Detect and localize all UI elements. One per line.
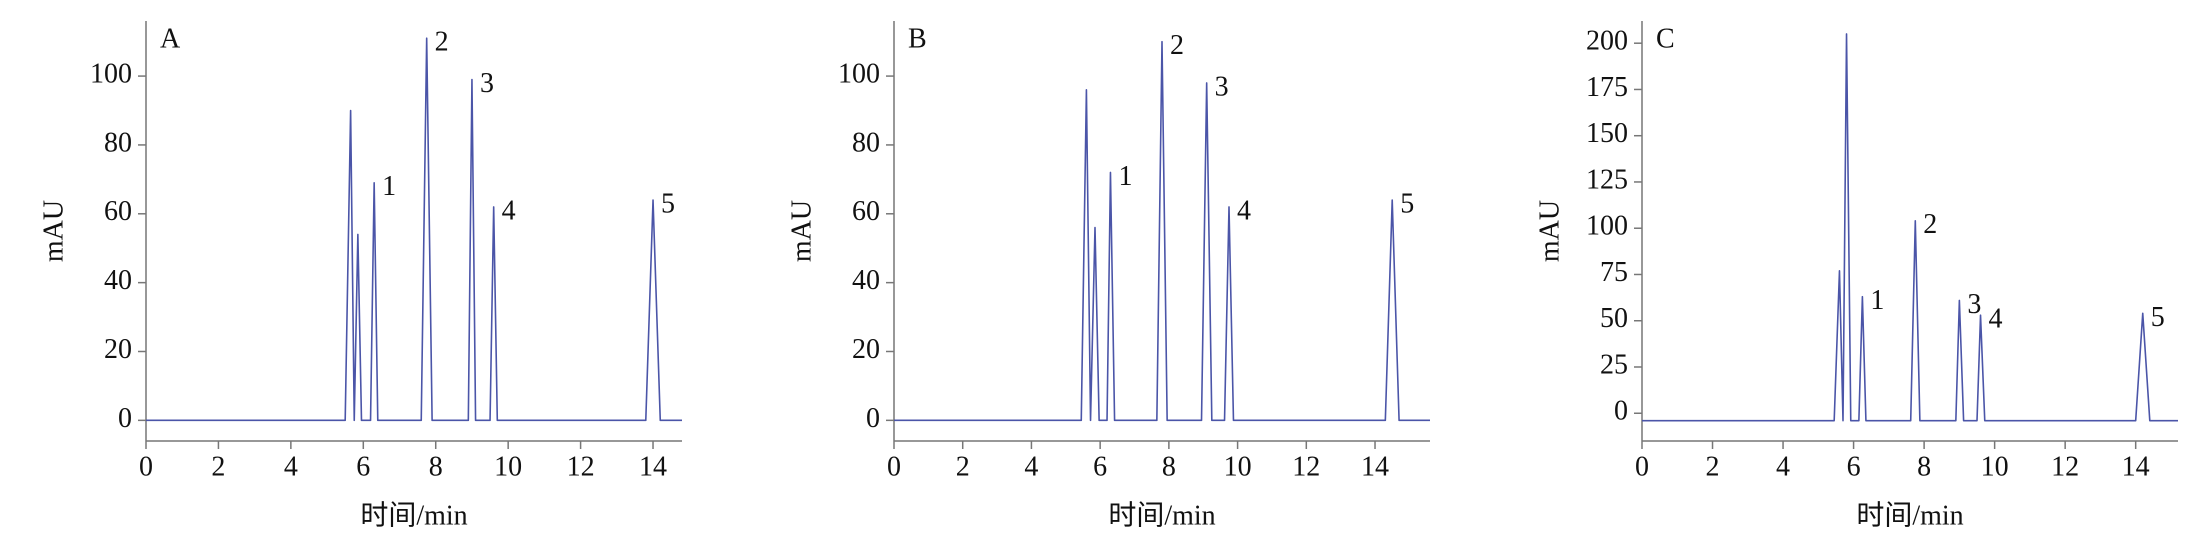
peak-label: 3	[1967, 289, 1981, 320]
peak-label: 5	[2151, 302, 2165, 333]
y-tick-label: 40	[104, 265, 132, 296]
y-tick-label: 25	[1600, 349, 1628, 380]
x-tick-label: 10	[1224, 451, 1252, 482]
x-tick-label: 8	[1917, 451, 1931, 482]
y-tick-label: 20	[104, 334, 132, 365]
y-tick-label: 80	[104, 127, 132, 158]
peak-label: 2	[1170, 30, 1184, 61]
x-tick-label: 12	[1292, 451, 1320, 482]
x-axis-label: 时间/min	[360, 499, 467, 531]
peak-label: 3	[1215, 71, 1229, 102]
peak-label: 3	[480, 68, 494, 99]
x-tick-label: 2	[211, 451, 225, 482]
x-tick-label: 10	[1981, 451, 2009, 482]
peak-label: 4	[1237, 195, 1251, 226]
peak-label: 4	[502, 195, 516, 226]
x-tick-label: 4	[284, 451, 298, 482]
x-tick-label: 12	[2051, 451, 2079, 482]
panel-label: C	[1656, 23, 1675, 54]
peak-label: 2	[435, 27, 449, 58]
peak-label: 5	[1400, 188, 1414, 219]
x-tick-label: 14	[2122, 451, 2150, 482]
y-tick-label: 40	[852, 265, 880, 296]
y-tick-label: 0	[866, 403, 880, 434]
y-tick-label: 60	[104, 196, 132, 227]
x-tick-label: 0	[1635, 451, 1649, 482]
x-tick-label: 8	[1162, 451, 1176, 482]
y-tick-label: 175	[1586, 72, 1628, 103]
x-axis-label: 时间/min	[1108, 499, 1215, 531]
x-tick-label: 14	[639, 451, 667, 482]
peak-label: 1	[1118, 161, 1132, 192]
y-axis-label: mAU	[786, 200, 817, 262]
x-tick-label: 8	[429, 451, 443, 482]
x-tick-label: 10	[494, 451, 522, 482]
peak-label: 5	[661, 188, 675, 219]
y-tick-label: 50	[1600, 303, 1628, 334]
y-axis-label: mAU	[38, 200, 69, 262]
y-axis-label: mAU	[1534, 200, 1565, 262]
x-tick-label: 0	[887, 451, 901, 482]
x-tick-label: 2	[956, 451, 970, 482]
y-tick-label: 100	[838, 59, 880, 90]
y-tick-label: 100	[1586, 211, 1628, 242]
y-tick-label: 20	[852, 334, 880, 365]
panel-label: A	[160, 23, 181, 54]
peak-label: 4	[1989, 304, 2003, 335]
x-tick-label: 12	[567, 451, 595, 482]
x-tick-label: 0	[139, 451, 153, 482]
y-tick-label: 100	[90, 59, 132, 90]
x-tick-label: 4	[1024, 451, 1038, 482]
x-axis-label: 时间/min	[1856, 499, 1963, 531]
y-tick-label: 200	[1586, 26, 1628, 57]
panel-label: B	[908, 23, 927, 54]
y-tick-label: 0	[118, 403, 132, 434]
y-tick-label: 150	[1586, 118, 1628, 149]
x-tick-label: 6	[1093, 451, 1107, 482]
chromatogram-line	[1642, 33, 2178, 422]
y-tick-label: 80	[852, 127, 880, 158]
x-tick-label: 14	[1361, 451, 1389, 482]
y-tick-label: 75	[1600, 257, 1628, 288]
y-tick-label: 0	[1614, 396, 1628, 427]
peak-label: 1	[1870, 285, 1884, 316]
chromatogram-line	[894, 40, 1430, 422]
peak-label: 2	[1923, 209, 1937, 240]
x-tick-label: 6	[1847, 451, 1861, 482]
x-tick-label: 4	[1776, 451, 1790, 482]
y-tick-label: 125	[1586, 164, 1628, 195]
x-tick-label: 6	[356, 451, 370, 482]
x-tick-label: 2	[1706, 451, 1720, 482]
y-tick-label: 60	[852, 196, 880, 227]
peak-label: 1	[382, 171, 396, 202]
chromatogram-line	[146, 37, 682, 422]
